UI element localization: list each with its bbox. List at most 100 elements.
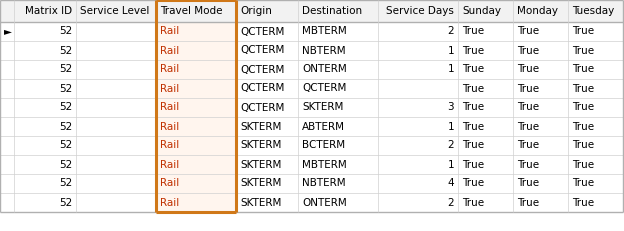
Text: QCTERM: QCTERM xyxy=(240,64,285,75)
Text: SKTERM: SKTERM xyxy=(240,159,281,170)
Bar xyxy=(298,193,378,212)
Bar xyxy=(458,0,513,22)
Text: Rail: Rail xyxy=(160,159,179,170)
Text: True: True xyxy=(572,159,594,170)
Bar xyxy=(458,60,513,79)
Text: NBTERM: NBTERM xyxy=(302,179,346,188)
Bar xyxy=(236,136,298,155)
Bar xyxy=(0,155,14,174)
Bar xyxy=(378,174,458,193)
Text: SKTERM: SKTERM xyxy=(240,140,281,151)
Text: BCTERM: BCTERM xyxy=(302,140,345,151)
Bar xyxy=(14,174,76,193)
Bar xyxy=(14,155,76,174)
Bar xyxy=(378,136,458,155)
Bar xyxy=(76,193,156,212)
Bar xyxy=(156,155,236,174)
Text: Origin: Origin xyxy=(240,6,272,16)
Bar xyxy=(458,41,513,60)
Bar xyxy=(458,98,513,117)
Text: 1: 1 xyxy=(447,159,454,170)
Bar xyxy=(298,60,378,79)
Text: MBTERM: MBTERM xyxy=(302,159,347,170)
Text: QCTERM: QCTERM xyxy=(240,46,285,55)
Text: 1: 1 xyxy=(447,122,454,131)
Text: 52: 52 xyxy=(59,122,72,131)
Bar xyxy=(513,174,568,193)
Bar xyxy=(378,155,458,174)
Text: True: True xyxy=(517,122,539,131)
Bar xyxy=(298,98,378,117)
Bar xyxy=(236,193,298,212)
Text: QCTERM: QCTERM xyxy=(240,103,285,112)
Text: Rail: Rail xyxy=(160,122,179,131)
Bar xyxy=(378,22,458,41)
Bar xyxy=(568,22,623,41)
Bar xyxy=(236,117,298,136)
Text: True: True xyxy=(517,103,539,112)
Text: True: True xyxy=(462,159,484,170)
Text: True: True xyxy=(462,122,484,131)
Bar xyxy=(378,41,458,60)
Text: 1: 1 xyxy=(447,46,454,55)
Text: Rail: Rail xyxy=(160,140,179,151)
Text: Rail: Rail xyxy=(160,198,179,207)
Text: ABTERM: ABTERM xyxy=(302,122,345,131)
Text: True: True xyxy=(517,27,539,36)
Text: True: True xyxy=(517,64,539,75)
Bar xyxy=(513,0,568,22)
Text: True: True xyxy=(462,46,484,55)
Text: 52: 52 xyxy=(59,83,72,94)
Text: True: True xyxy=(572,198,594,207)
Bar xyxy=(568,117,623,136)
Bar xyxy=(513,136,568,155)
Bar xyxy=(0,60,14,79)
Text: True: True xyxy=(572,140,594,151)
Bar xyxy=(458,155,513,174)
Bar xyxy=(378,79,458,98)
Text: SKTERM: SKTERM xyxy=(240,179,281,188)
Bar xyxy=(156,136,236,155)
Bar xyxy=(14,22,76,41)
Bar xyxy=(568,155,623,174)
Text: SKTERM: SKTERM xyxy=(240,198,281,207)
Text: QCTERM: QCTERM xyxy=(240,83,285,94)
Bar xyxy=(378,193,458,212)
Bar xyxy=(156,60,236,79)
Text: True: True xyxy=(462,198,484,207)
Text: 3: 3 xyxy=(447,103,454,112)
Bar xyxy=(14,60,76,79)
Bar xyxy=(0,117,14,136)
Bar xyxy=(298,0,378,22)
Bar xyxy=(378,0,458,22)
Bar xyxy=(156,79,236,98)
Text: True: True xyxy=(462,27,484,36)
Text: Matrix ID: Matrix ID xyxy=(25,6,72,16)
Bar xyxy=(298,136,378,155)
Bar xyxy=(568,79,623,98)
Bar xyxy=(14,98,76,117)
Text: True: True xyxy=(572,27,594,36)
Bar xyxy=(156,41,236,60)
Text: True: True xyxy=(462,103,484,112)
Text: True: True xyxy=(517,46,539,55)
Bar xyxy=(568,41,623,60)
Bar xyxy=(76,174,156,193)
Bar xyxy=(0,0,14,22)
Bar xyxy=(156,22,236,41)
Bar xyxy=(458,136,513,155)
Bar xyxy=(298,155,378,174)
Text: 2: 2 xyxy=(447,198,454,207)
Bar xyxy=(14,136,76,155)
Bar xyxy=(458,193,513,212)
Text: 52: 52 xyxy=(59,64,72,75)
Text: ONTERM: ONTERM xyxy=(302,64,347,75)
Text: True: True xyxy=(462,64,484,75)
Text: True: True xyxy=(572,64,594,75)
Text: Monday: Monday xyxy=(517,6,558,16)
Bar xyxy=(76,98,156,117)
Bar xyxy=(0,136,14,155)
Text: True: True xyxy=(517,83,539,94)
Bar xyxy=(0,98,14,117)
Bar xyxy=(568,60,623,79)
